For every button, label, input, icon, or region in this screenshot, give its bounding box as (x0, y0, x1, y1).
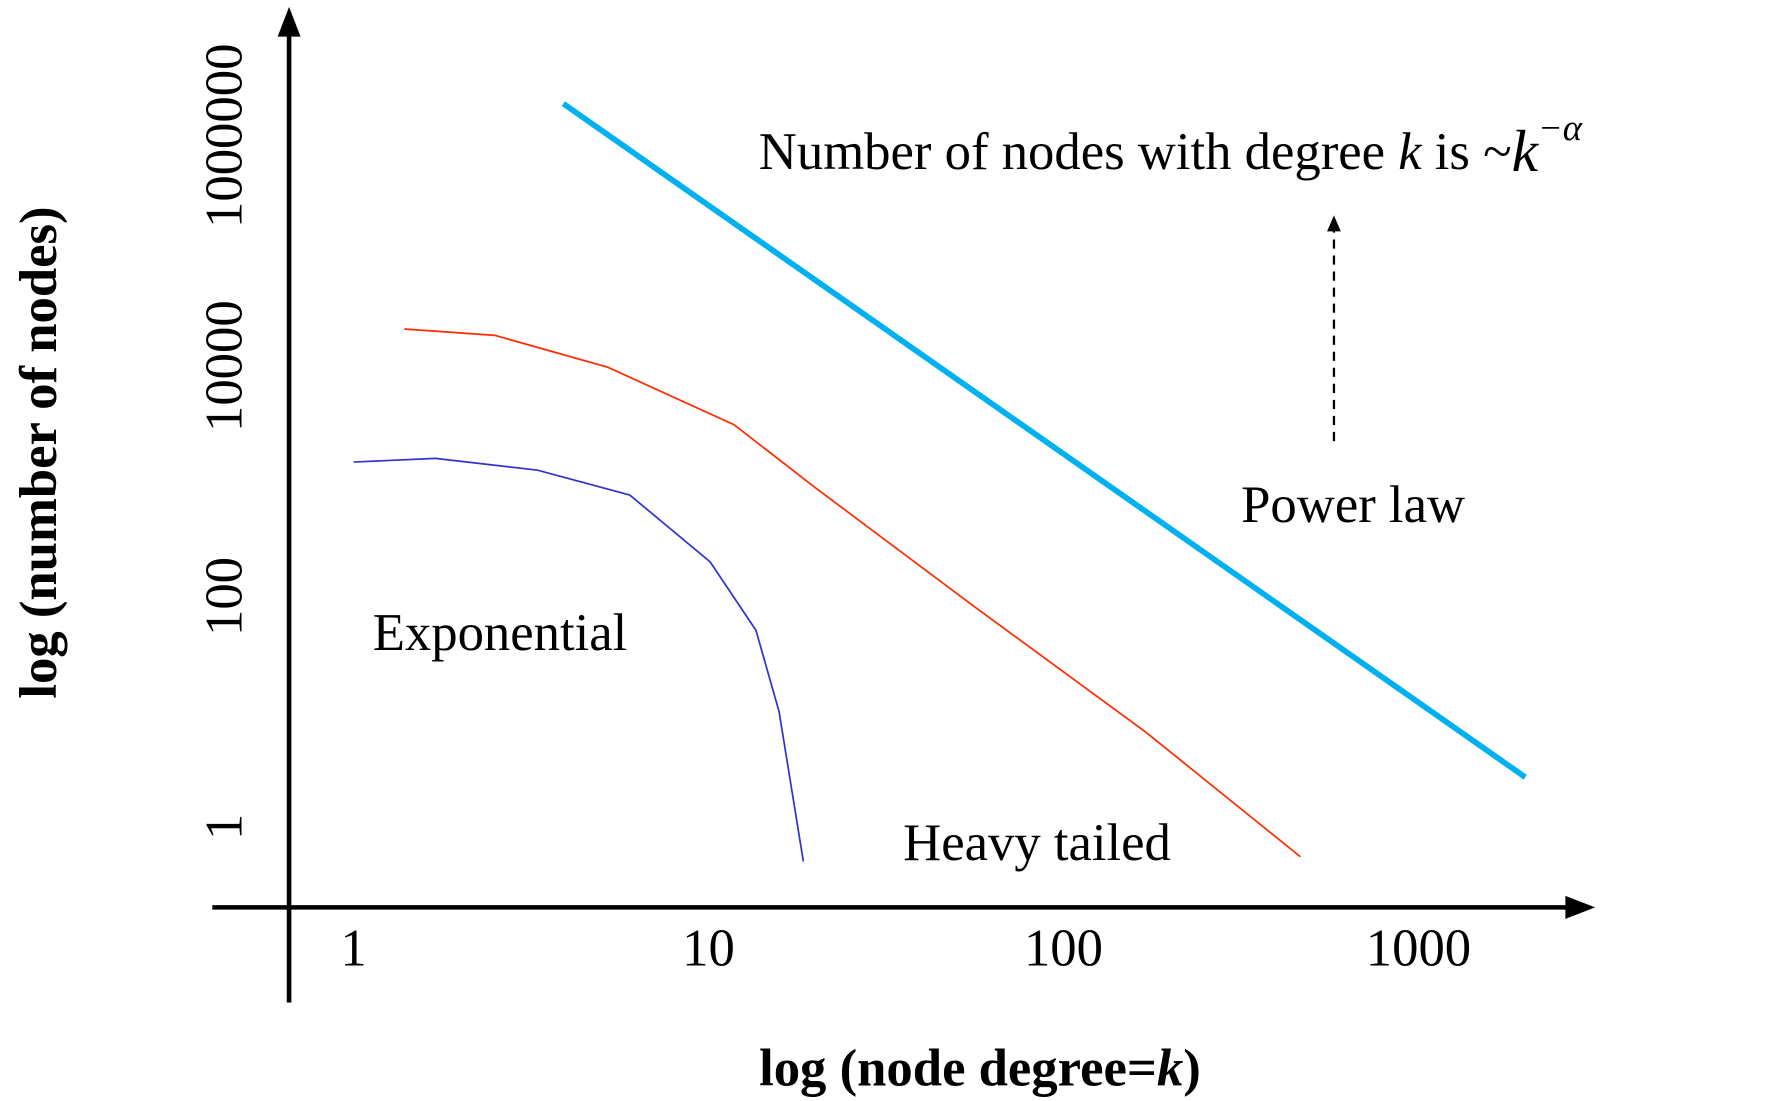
series-line (561, 101, 1527, 780)
x-tick-label: 10 (682, 919, 735, 977)
y-tick-label: 10000 (196, 300, 254, 432)
x-tick-label: 1000 (1366, 919, 1471, 977)
series-label: Exponential (373, 604, 628, 662)
y-tick-label: 1 (196, 814, 254, 840)
annotation-arrowhead (1327, 215, 1341, 232)
annotation-k: k (1512, 118, 1540, 184)
series-label: Heavy tailed (903, 814, 1171, 872)
x-title-text: log (node degree= (759, 1040, 1157, 1098)
y-tick-label: 1000000 (196, 44, 254, 228)
x-tick-label: 1 (340, 919, 366, 977)
series-label: Power law (1241, 476, 1465, 534)
axes (212, 6, 1596, 1003)
y-arrow (277, 6, 301, 37)
annotation-text: is ~ (1422, 123, 1512, 181)
x-title-k: k (1157, 1040, 1183, 1098)
x-arrow (1565, 895, 1596, 919)
x-tick-label: 100 (1024, 919, 1103, 977)
annotation-text: Number of nodes with degree (759, 123, 1398, 181)
series-line (404, 328, 1301, 858)
annotation-exponent: −α (1538, 107, 1583, 148)
y-axis-title: log (number of nodes) (10, 206, 68, 698)
annotation-k: k (1398, 123, 1423, 181)
x-title-text: ) (1183, 1040, 1201, 1098)
annotation: Number of nodes with degree k is ~k−α (759, 107, 1583, 183)
x-axis-title: log (node degree=k) (759, 1040, 1201, 1098)
y-tick-label: 100 (196, 557, 254, 636)
series-line (353, 457, 805, 862)
